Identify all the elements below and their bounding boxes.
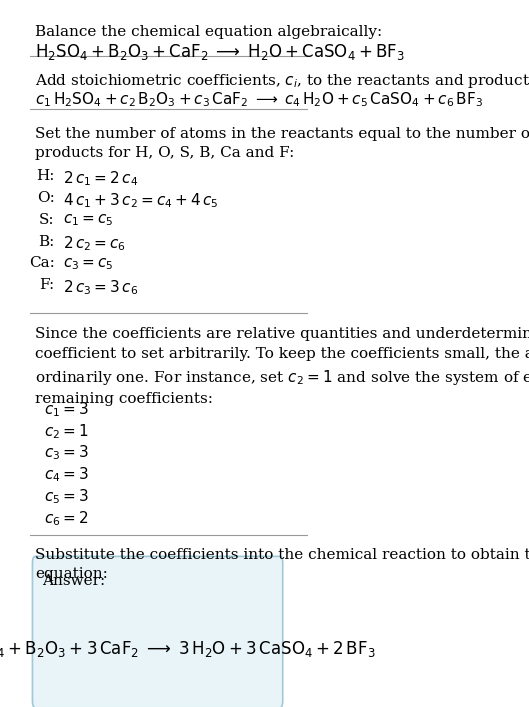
Text: $3\,\mathrm{H_2SO_4} + \mathrm{B_2O_3} + 3\,\mathrm{CaF_2} \;\longrightarrow\; 3: $3\,\mathrm{H_2SO_4} + \mathrm{B_2O_3} +… — [0, 638, 376, 658]
Text: $c_4 = 3$: $c_4 = 3$ — [43, 465, 88, 484]
Text: $c_1 = c_5$: $c_1 = c_5$ — [63, 213, 114, 228]
Text: $c_1\,\mathrm{H_2SO_4} + c_2\,\mathrm{B_2O_3} + c_3\,\mathrm{CaF_2} \;\longright: $c_1\,\mathrm{H_2SO_4} + c_2\,\mathrm{B_… — [35, 90, 484, 109]
Text: $c_5 = 3$: $c_5 = 3$ — [43, 487, 88, 506]
Text: F:: F: — [40, 278, 54, 292]
Text: Answer:: Answer: — [42, 574, 105, 588]
Text: $c_3 = c_5$: $c_3 = c_5$ — [63, 257, 114, 272]
Text: Since the coefficients are relative quantities and underdetermined, choose a
coe: Since the coefficients are relative quan… — [35, 327, 529, 407]
Text: Balance the chemical equation algebraically:: Balance the chemical equation algebraica… — [35, 25, 382, 39]
Text: Substitute the coefficients into the chemical reaction to obtain the balanced
eq: Substitute the coefficients into the che… — [35, 548, 529, 581]
Text: $c_3 = 3$: $c_3 = 3$ — [43, 444, 88, 462]
Text: Ca:: Ca: — [29, 257, 54, 270]
Text: $\mathrm{H_2SO_4 + B_2O_3 + CaF_2 \;\longrightarrow\; H_2O + CaSO_4 + BF_3}$: $\mathrm{H_2SO_4 + B_2O_3 + CaF_2 \;\lon… — [35, 42, 405, 62]
Text: H:: H: — [36, 169, 54, 183]
Text: B:: B: — [38, 235, 54, 249]
Text: Add stoichiometric coefficients, $c_i$, to the reactants and products:: Add stoichiometric coefficients, $c_i$, … — [35, 72, 529, 90]
Text: $c_2 = 1$: $c_2 = 1$ — [43, 422, 88, 440]
Text: $2\,c_2 = c_6$: $2\,c_2 = c_6$ — [63, 235, 126, 253]
Text: $c_6 = 2$: $c_6 = 2$ — [43, 509, 88, 528]
Text: $2\,c_1 = 2\,c_4$: $2\,c_1 = 2\,c_4$ — [63, 169, 138, 188]
Text: S:: S: — [39, 213, 54, 227]
Text: $2\,c_3 = 3\,c_6$: $2\,c_3 = 3\,c_6$ — [63, 278, 138, 297]
Text: $4\,c_1 + 3\,c_2 = c_4 + 4\,c_5$: $4\,c_1 + 3\,c_2 = c_4 + 4\,c_5$ — [63, 191, 219, 209]
FancyBboxPatch shape — [32, 556, 282, 707]
Text: O:: O: — [37, 191, 54, 205]
Text: Set the number of atoms in the reactants equal to the number of atoms in the
pro: Set the number of atoms in the reactants… — [35, 127, 529, 160]
Text: $c_1 = 3$: $c_1 = 3$ — [43, 400, 88, 419]
